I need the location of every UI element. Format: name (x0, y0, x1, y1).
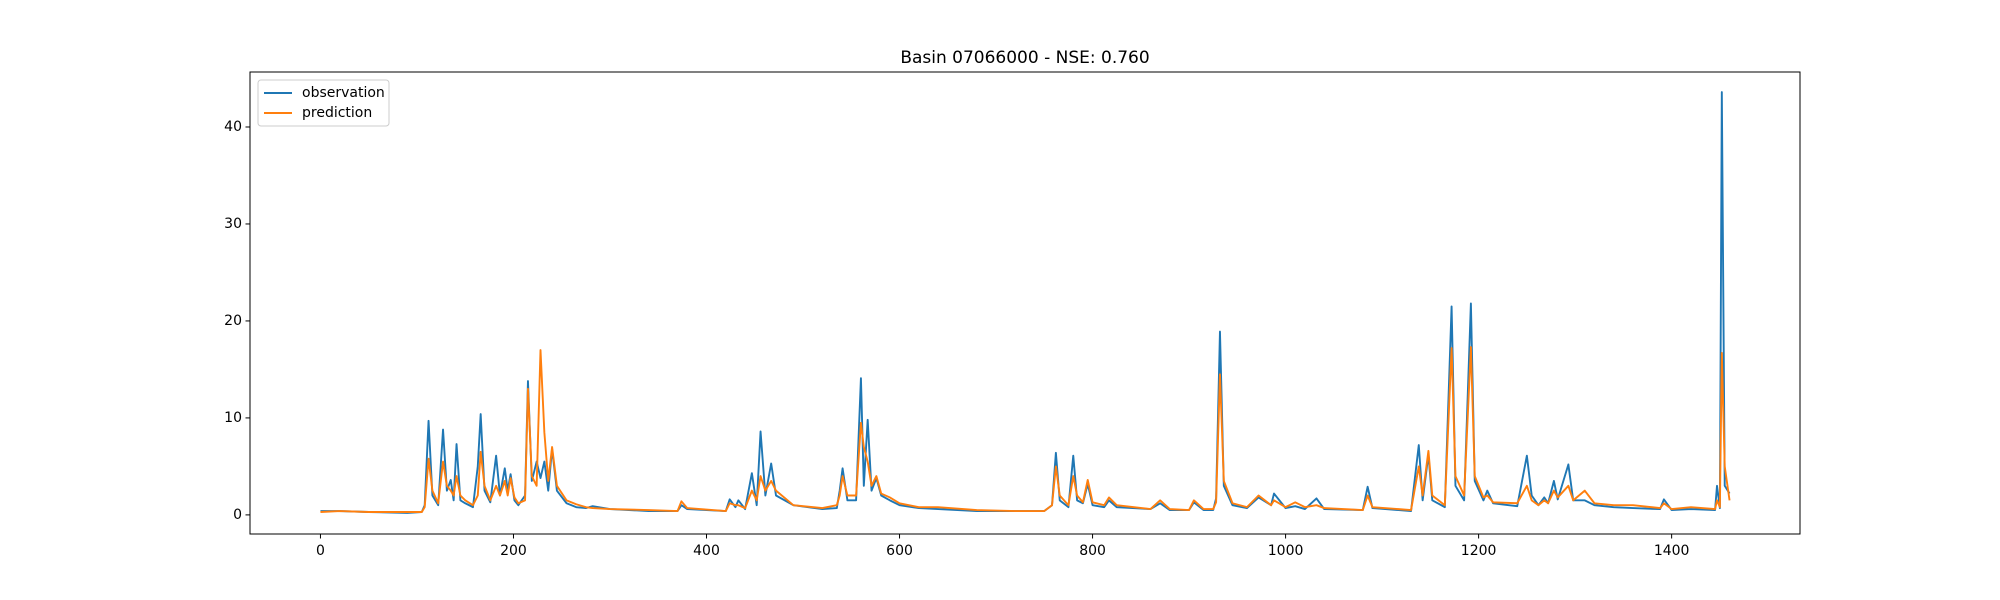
x-tick-label: 600 (886, 543, 913, 559)
x-tick-label: 1200 (1461, 543, 1497, 559)
y-tick-label: 30 (224, 216, 242, 232)
y-tick-label: 40 (224, 119, 242, 135)
series-line (320, 91, 1731, 514)
y-tick-label: 10 (224, 410, 242, 426)
x-tick-label: 400 (693, 543, 720, 559)
x-tick-label: 200 (500, 543, 527, 559)
x-tick-label: 1000 (1268, 543, 1304, 559)
y-tick-label: 0 (233, 507, 242, 523)
legend-label: observation (302, 85, 385, 101)
plot-frame (249, 71, 1801, 535)
chart-title: Basin 07066000 - NSE: 0.760 (900, 48, 1149, 68)
y-tick-label: 20 (224, 313, 242, 329)
legend-label: prediction (302, 105, 372, 121)
series-line (320, 346, 1731, 513)
legend-box (257, 79, 390, 127)
x-tick-label: 1400 (1654, 543, 1690, 559)
x-tick-label: 0 (316, 543, 325, 559)
x-tick-label: 800 (1079, 543, 1106, 559)
